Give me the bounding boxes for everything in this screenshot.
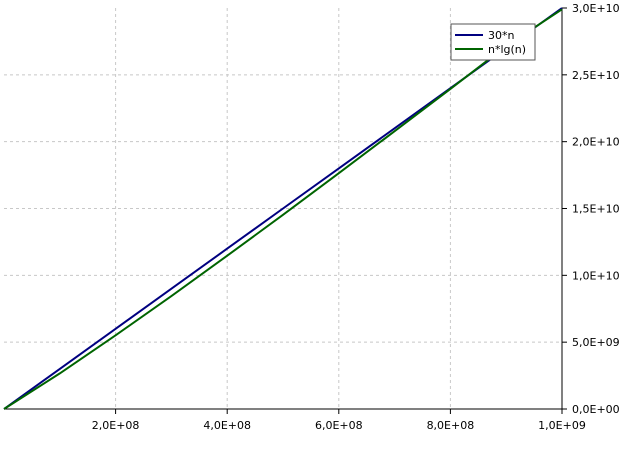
x-tick-label: 1,0E+09 bbox=[538, 419, 586, 432]
y-tick-label: 1,5E+10 bbox=[572, 203, 620, 216]
y-tick-label: 1,0E+10 bbox=[572, 269, 620, 282]
x-tick-label: 4,0E+08 bbox=[203, 419, 251, 432]
legend: 30*nn*lg(n) bbox=[450, 23, 536, 61]
series-line-1 bbox=[3, 8, 563, 410]
y-tick-label: 2,5E+10 bbox=[572, 69, 620, 82]
y-tick-label: 3,0E+10 bbox=[572, 2, 620, 15]
x-tick-label: 8,0E+08 bbox=[427, 419, 475, 432]
y-tick-label: 2,0E+10 bbox=[572, 136, 620, 149]
series-lines bbox=[3, 7, 563, 410]
x-tick-label: 2,0E+08 bbox=[92, 419, 140, 432]
x-tick-label: 6,0E+08 bbox=[315, 419, 363, 432]
legend-box bbox=[450, 23, 536, 61]
y-tick-label: 0,0E+00 bbox=[572, 403, 620, 416]
legend-label: n*lg(n) bbox=[488, 43, 526, 56]
legend-label: 30*n bbox=[488, 29, 514, 42]
axes: 2,0E+08 4,0E+08 6,0E+08 8,0E+08 1,0E+09 0,0E+… bbox=[4, 2, 620, 432]
y-tick-label: 5,0E+09 bbox=[572, 336, 620, 349]
